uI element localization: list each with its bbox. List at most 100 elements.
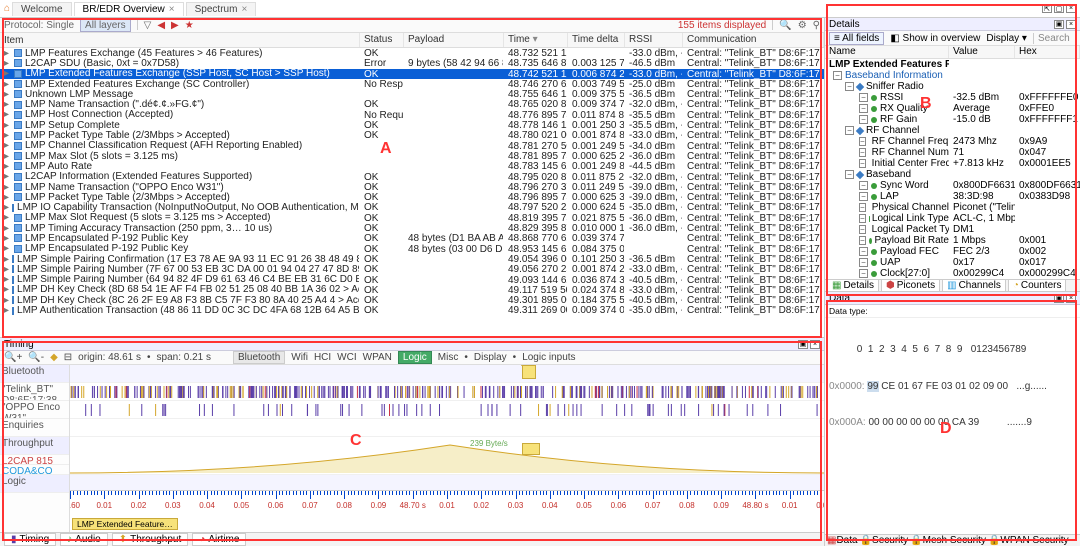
protocol-selector[interactable]: Protocol: Single [4,20,74,31]
table-row[interactable]: ▸ Unknown LMP Message48.755 646 1250.009… [0,89,824,99]
details-tree[interactable]: LMP Extended Features Request (SSP Host,… [825,59,1080,279]
table-row[interactable]: ▸ LMP Packet Type Table (2/3Mbps > Accep… [0,130,824,140]
col-delta[interactable]: Time delta [568,33,625,47]
details-row[interactable]: −Baseband Information [825,70,1080,81]
col-rssi[interactable]: RSSI [625,33,683,47]
hex-view[interactable]: 0 1 2 3 4 5 6 7 8 9 0123456789 0x0000: 9… [825,318,1080,455]
details-row[interactable]: − Sync Word0x800DF6631BA925CE0x800DF6631 [825,180,1080,191]
close-icon[interactable]: × [1066,20,1076,29]
proto-bluetooth[interactable]: Bluetooth [233,351,285,364]
data-tab-mesh[interactable]: 🔒Mesh Security [910,535,986,546]
table-row[interactable]: ▸ LMP DH Key Check (8C 26 2F E9 A8 F3 8B… [0,295,824,305]
nav-prev-icon[interactable]: ◀ [157,20,165,31]
table-row[interactable]: ▸ LMP Channel Classification Request (AF… [0,141,824,151]
bottom-tab-timing[interactable]: ▮Timing [4,533,56,546]
table-row[interactable]: ▸ LMP Host Connection (Accepted)No Reque… [0,110,824,120]
nav-next-icon[interactable]: ▶ [171,20,179,31]
data-tab-data[interactable]: ▦Data [827,535,858,546]
col-value[interactable]: Value [949,46,1015,58]
lane-label[interactable]: Bluetooth [0,365,69,383]
table-row[interactable]: ▸ LMP Name Transaction (".dé¢.¢.»FG.¢")O… [0,99,824,109]
col-time[interactable]: Time ▾ [504,33,568,47]
details-row[interactable]: − Logical Packet TypeDM1 [825,224,1080,235]
table-row[interactable]: ▸ L2CAP Information (Extended Features S… [0,172,824,182]
col-hex[interactable]: Hex [1015,46,1080,58]
table-row[interactable]: ▸ LMP Setup CompleteOK48.778 146 1250.00… [0,120,824,130]
col-comm[interactable]: Communication [683,33,824,47]
tab-overview[interactable]: BR/EDR Overview× [74,2,184,16]
dock-icon[interactable]: ▣ [1054,294,1064,303]
lane-label[interactable]: Enquiries [0,419,69,437]
table-row[interactable]: ▸ LMP Simple Pairing Confirmation (17 E3… [0,254,824,264]
proto-logic[interactable]: Logic [398,351,432,364]
details-tab-overview[interactable]: ◧ Show in overview [890,33,980,44]
throughput-marker[interactable] [522,443,540,455]
details-row[interactable]: − Payload Bit Rate1 Mbps0x001 [825,235,1080,246]
details-row[interactable]: − RF Channel Number710x047 [825,147,1080,158]
details-row[interactable]: − RSSI-32.5 dBm0xFFFFFFE0 [825,92,1080,103]
close-icon[interactable]: × [241,4,247,15]
bottom-tab-audio[interactable]: ♪Audio [60,533,108,546]
col-item[interactable]: Item [0,33,360,47]
lane-label[interactable]: Throughput [0,437,69,455]
col-status[interactable]: Status [360,33,404,47]
details-row[interactable]: − RF Channel [825,125,1080,136]
lane-label[interactable]: "Telink_BT" D8:6F:17:38… [0,383,69,401]
details-search[interactable]: Search [1033,33,1070,44]
table-row[interactable]: ▸ LMP DH Key Check (8D 68 54 1E AF F4 FB… [0,285,824,295]
proto-display[interactable]: Display [474,352,507,363]
timing-ruler[interactable]: 48.600.010.020.030.040.050.060.070.080.0… [70,490,824,518]
ruler-icon[interactable]: ⊟ [64,352,72,363]
table-row[interactable]: ▸ LMP IO Capability Transaction (NoInput… [0,202,824,212]
details-row[interactable]: − LAP38:3D:980x0383D98 [825,191,1080,202]
details-row[interactable]: − Clock[27:0]0x00299C40x000299C4 [825,268,1080,279]
bottom-tab-throughput[interactable]: ⬍Throughput [112,533,189,546]
bottom-tab-airtime[interactable]: ◔Airtime [192,533,246,546]
close-icon[interactable]: × [1066,4,1076,13]
details-row[interactable]: − Initial Center Frequency …+7.813 kHz0x… [825,158,1080,169]
filter-icon[interactable]: ▽ [144,20,152,31]
details-row[interactable]: − Logical Link TypeACL-C, 1 Mbps [825,213,1080,224]
table-row[interactable]: ▸ LMP Auto Rate48.783 145 6250.001 249 8… [0,161,824,171]
table-row[interactable]: ▸ LMP Max Slot Request (5 slots = 3.125 … [0,213,824,223]
close-icon[interactable]: × [1066,294,1076,303]
dock-icon[interactable]: ▣ [1054,20,1064,29]
table-row[interactable]: ▸ LMP Extended Features Exchange (SSP Ho… [0,69,824,79]
proto-wifi[interactable]: Wifi [291,352,308,363]
maximize-icon[interactable]: ▢ [1054,4,1064,13]
table-row[interactable]: ▸ LMP Simple Pairing Number (64 94 82 4F… [0,275,824,285]
table-row[interactable]: ▸ LMP Authentication Transaction (48 86 … [0,305,824,315]
data-tab-wpan[interactable]: 🔒WPAN Security [988,535,1069,546]
table-row[interactable]: ▸ LMP Max Slot (5 slots = 3.125 ms)48.78… [0,151,824,161]
search-icon[interactable]: 🔍 [779,20,791,31]
table-row[interactable]: ▸ LMP Encapsulated P-192 Public KeyOK48 … [0,244,824,254]
proto-hci[interactable]: HCI [314,352,331,363]
table-row[interactable]: ▸ LMP Name Transaction ("OPPO Enco W31")… [0,182,824,192]
proto-wpan[interactable]: WPAN [363,352,392,363]
table-row[interactable]: ▸ LMP Extended Features Exchange (SC Con… [0,79,824,89]
details-row[interactable]: − UAP0x170x017 [825,257,1080,268]
dock-icon[interactable]: ▣ [798,340,808,349]
bookmark-icon[interactable]: ★ [185,20,194,31]
lane-label[interactable]: Logic [0,475,69,493]
close-icon[interactable]: × [169,4,175,15]
table-row[interactable]: ▸ LMP Simple Pairing Number (7F 67 00 53… [0,264,824,274]
col-payload[interactable]: Payload [404,33,504,47]
details-row[interactable]: − Payload FECFEC 2/30x002 [825,246,1080,257]
lane-label[interactable]: L2CAP 815 [0,455,69,465]
find-icon[interactable]: ⚲ [813,20,820,31]
table-row[interactable]: ▸ LMP Encapsulated P-192 Public KeyOK48 … [0,233,824,243]
table-row[interactable]: ▸ L2CAP SDU (Basic, 0xt = 0x7D58)Error9 … [0,58,824,68]
proto-misc[interactable]: Misc [438,352,459,363]
details-tab-allfields[interactable]: ≡ All fields [829,32,884,45]
lane-label[interactable]: CODA&CO C85 [0,465,69,475]
tab-spectrum[interactable]: Spectrum× [186,2,257,16]
zoom-out-icon[interactable]: 🔍- [28,352,44,363]
details-row[interactable]: − RF Gain-15.0 dB0xFFFFFFF1 [825,114,1080,125]
timing-cursor[interactable]: ▲ [522,365,536,379]
table-row[interactable]: ▸ LMP Timing Accuracy Transaction (250 p… [0,223,824,233]
lane-label[interactable]: "OPPO Enco W31" 9C:97:8… [0,401,69,419]
details-row[interactable]: − Baseband [825,169,1080,180]
zoom-in-icon[interactable]: 🔍+ [4,352,22,363]
packet-rows[interactable]: ▸ LMP Features Exchange (45 Features > 4… [0,48,824,316]
